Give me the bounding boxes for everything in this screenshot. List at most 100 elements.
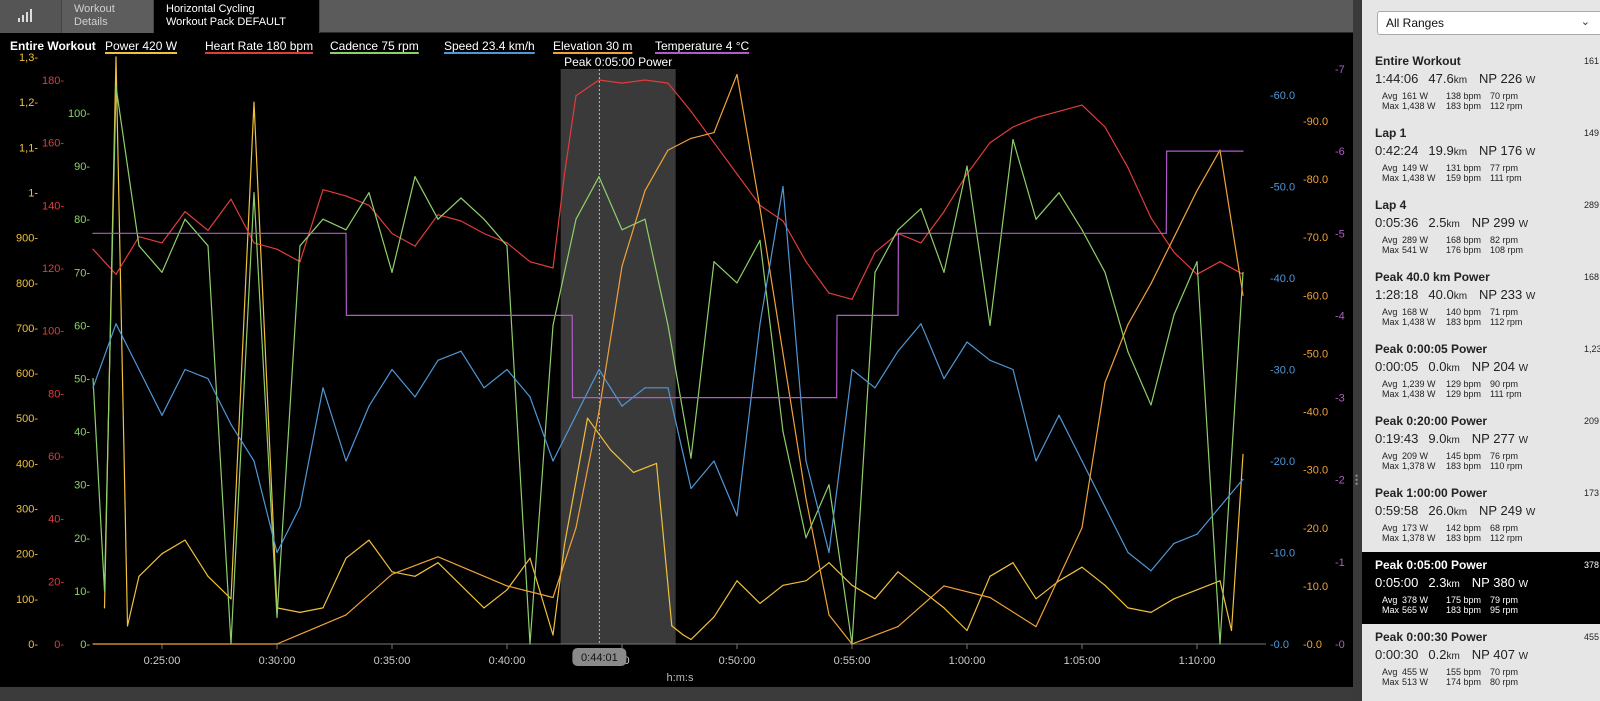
data-point — [161, 414, 163, 416]
data-point — [483, 218, 485, 220]
data-point — [529, 643, 531, 645]
data-point — [989, 575, 991, 577]
np-label: NP — [1471, 647, 1490, 662]
y-tick-label: 40- — [48, 514, 64, 526]
data-point — [1012, 139, 1014, 141]
data-point — [1242, 453, 1244, 455]
data-point — [126, 625, 129, 627]
workout-chart[interactable]: Entire Workout Power 420 W Heart Rate 180 … — [0, 33, 1353, 687]
data-point — [414, 245, 416, 247]
y-tick-label: -1 — [1335, 557, 1345, 569]
w-unit: W — [1525, 291, 1536, 302]
tab-horizontal-cycling[interactable]: Horizontal Cycling Workout Pack DEFAULT — [154, 0, 320, 33]
range-item[interactable]: Entire Workout 161 W 1:44:06 47.6km NP 226 W… — [1362, 48, 1600, 120]
range-summary: 0:00:05 0.0km NP 204 W — [1375, 359, 1528, 374]
horizontal-scrollbar[interactable] — [0, 687, 1353, 701]
row-power: 289 W — [1402, 235, 1429, 245]
data-point — [644, 79, 646, 81]
data-point — [713, 616, 715, 618]
data-point — [1242, 271, 1244, 273]
data-point — [851, 584, 853, 586]
data-point — [759, 602, 761, 605]
range-item[interactable]: Lap 4 289 W 0:05:36 2.5km NP 299 W Avg 289 W 16… — [1362, 192, 1600, 264]
series-line — [93, 150, 1243, 399]
km-unit: km — [1446, 435, 1460, 446]
row-cadence: 111 rpm — [1490, 389, 1522, 399]
data-point — [836, 397, 838, 399]
peak-highlight-label: Peak 0:05:00 Power — [564, 55, 672, 69]
y-tick-label: -2 — [1335, 475, 1345, 487]
range-item[interactable]: Peak 0:00:05 Power 1,239 W 0:00:05 0.0km NP … — [1362, 336, 1600, 408]
legend-entry[interactable]: Cadence 75 rpm — [330, 39, 419, 53]
range-summary: 0:00:30 0.2km NP 407 W — [1375, 647, 1528, 662]
range-item[interactable]: Peak 0:00:30 Power 455 W 0:00:30 0.2km NP 40… — [1362, 624, 1600, 696]
range-item[interactable]: Peak 0:20:00 Power 209 W 0:19:43 9.0km NP 27… — [1362, 408, 1600, 480]
np-label: NP — [1479, 71, 1497, 86]
chart-area[interactable]: Entire Workout Power 420 W Heart Rate 180 … — [0, 33, 1353, 687]
w-unit: W — [1525, 75, 1536, 86]
data-point — [1219, 149, 1221, 151]
legend-entry[interactable]: Heart Rate 180 bpm — [205, 39, 313, 53]
pane-divider[interactable]: • • • — [1353, 0, 1362, 701]
range-filter-select[interactable]: All Ranges ⌄ — [1377, 11, 1600, 35]
range-item[interactable]: Peak 0:05:00 Power 378 W 0:05:00 2.3km NP 38… — [1362, 552, 1600, 624]
row-heart-rate: 142 bpm — [1446, 523, 1482, 533]
data-point — [759, 207, 761, 209]
row-heart-rate: 183 bpm — [1446, 605, 1482, 615]
data-point — [805, 460, 807, 462]
y-tick-label: 1,1- — [19, 142, 38, 154]
data-point — [655, 462, 658, 464]
y-tick-label: -6 — [1335, 146, 1345, 158]
data-point — [920, 208, 922, 210]
data-point — [368, 204, 370, 206]
legend-entry[interactable]: Entire Workout — [10, 39, 96, 53]
y-tick-label: 300- — [16, 504, 38, 516]
data-point — [897, 314, 899, 316]
data-point — [828, 551, 830, 554]
range-distance: 2.5 — [1428, 215, 1447, 230]
y-tick-label: -30.0 — [1303, 465, 1328, 477]
data-point — [552, 596, 554, 599]
km-unit: km — [1446, 363, 1460, 374]
data-point — [552, 267, 554, 269]
data-point — [138, 368, 140, 371]
data-point — [632, 471, 635, 473]
legend-entry[interactable]: Elevation 30 m — [553, 39, 632, 53]
data-point — [483, 607, 485, 609]
row-cadence: 68 rpm — [1490, 523, 1519, 533]
y-tick-label: -10.0 — [1303, 581, 1328, 593]
drag-handle-icon[interactable]: • • • — [1355, 471, 1359, 489]
data-point — [391, 571, 393, 573]
data-point — [1242, 478, 1244, 480]
data-point — [552, 634, 554, 636]
w-unit: W — [1518, 651, 1529, 662]
range-avg-power: 209 W — [1584, 416, 1600, 426]
range-item[interactable]: Peak 1:00:00 Power 173 W 0:59:58 26.0km NP 2… — [1362, 480, 1600, 552]
data-point — [460, 220, 462, 222]
x-tick-label: 1:10:00 — [1179, 655, 1216, 667]
data-point — [575, 218, 577, 220]
legend-entry[interactable]: Temperature 4 °C — [655, 39, 750, 53]
w-unit: W — [1525, 507, 1536, 518]
row-power: 513 W — [1402, 677, 1429, 687]
data-point — [989, 359, 991, 361]
data-point — [736, 173, 738, 175]
data-point — [299, 245, 301, 247]
legend-entry[interactable]: Speed 23.4 km/h — [444, 39, 535, 53]
row-label: Avg — [1382, 595, 1398, 605]
y-tick-label: 90- — [74, 161, 90, 173]
data-point — [828, 614, 830, 616]
data-point — [529, 557, 531, 559]
tab-workout-details[interactable]: Workout Details — [62, 0, 154, 33]
range-filter-value: All Ranges — [1386, 16, 1445, 30]
row-cadence: 79 rpm — [1490, 595, 1519, 605]
data-point — [943, 378, 945, 380]
series-elevation — [92, 73, 1244, 645]
data-point — [368, 539, 370, 541]
tab-chart-view[interactable] — [0, 0, 62, 33]
legend-entry[interactable]: Power 420 W — [105, 39, 178, 53]
data-point — [690, 457, 692, 459]
range-item[interactable]: Peak 40.0 km Power 168 W 1:28:18 40.0km NP 2… — [1362, 264, 1600, 336]
row-power: 1,438 W — [1402, 101, 1436, 111]
